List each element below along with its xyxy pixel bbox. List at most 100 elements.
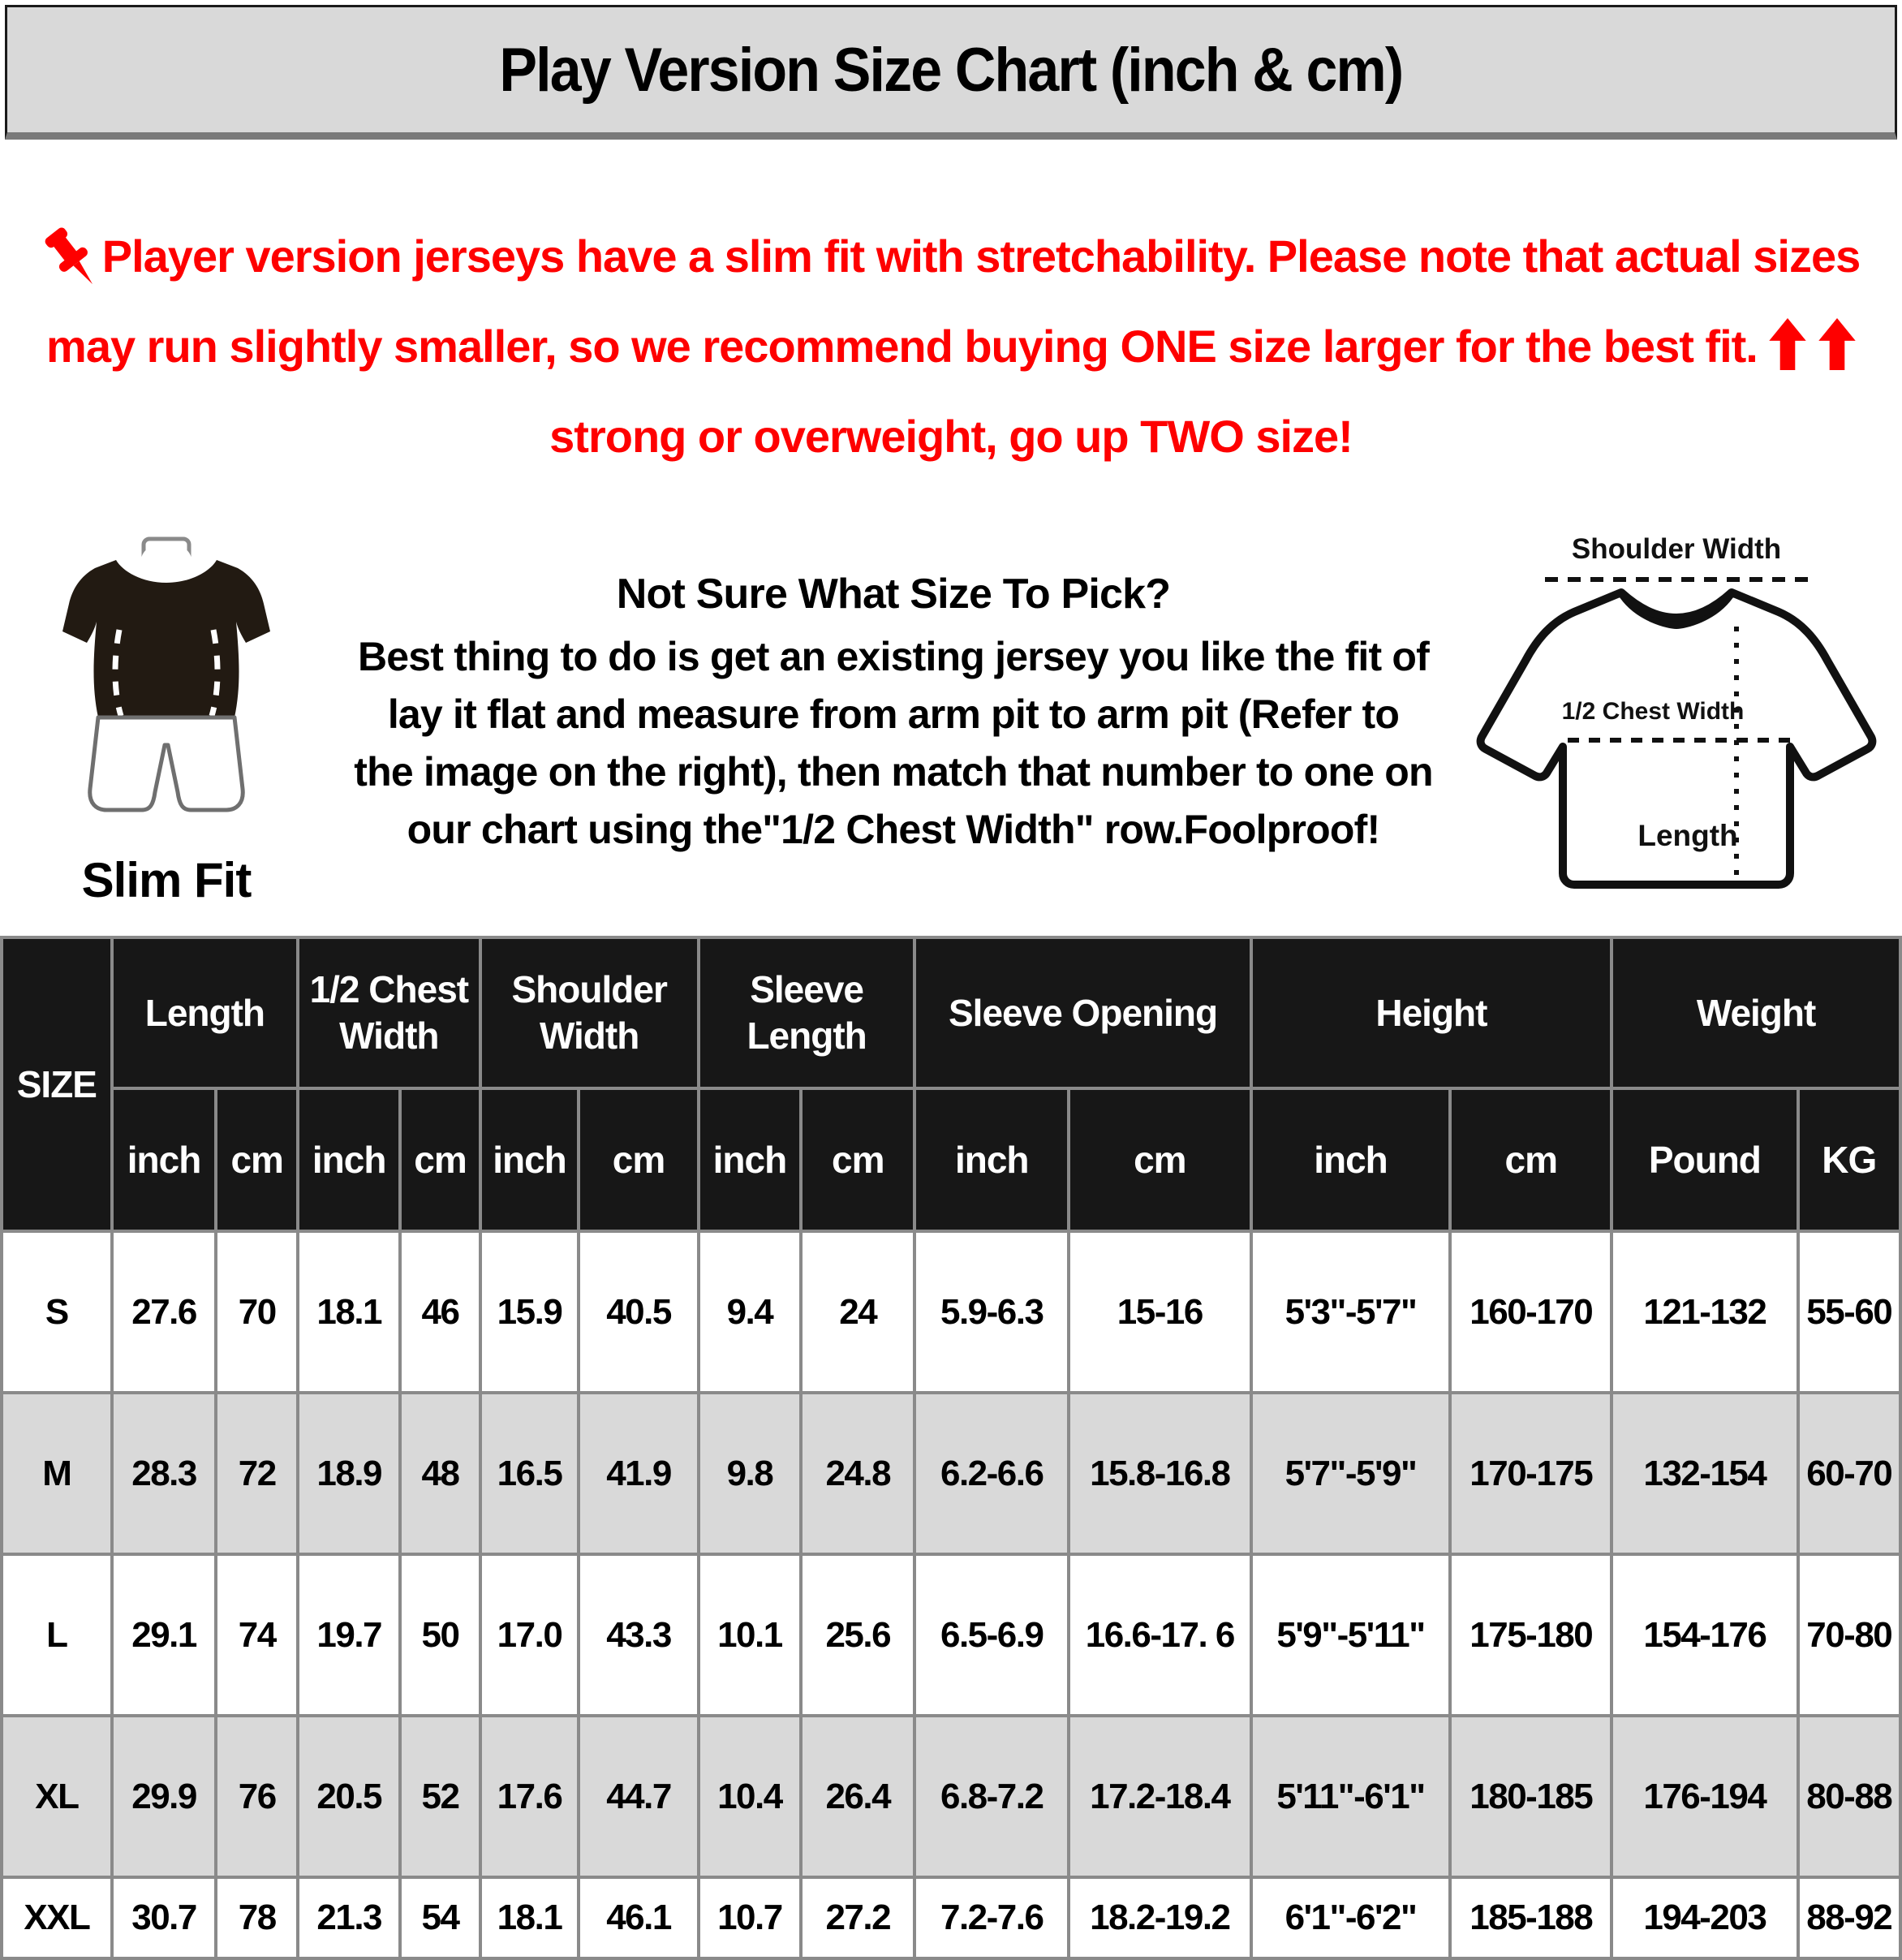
value-cell: 27.6 xyxy=(110,1230,218,1395)
value-cell: 5'11"-6'1" xyxy=(1249,1714,1452,1880)
value-cell: 46.1 xyxy=(577,1876,700,1960)
value-cell: 21.3 xyxy=(296,1876,402,1960)
size-table: SIZE Length 1/2 Chest Width Shoulder Wid… xyxy=(0,936,1902,1960)
value-cell: 72 xyxy=(214,1391,300,1557)
value-cell: 7.2-7.6 xyxy=(913,1876,1070,1960)
value-cell: 6.5-6.9 xyxy=(913,1553,1070,1718)
unit-header: inch xyxy=(110,1087,218,1234)
value-cell: 170-175 xyxy=(1448,1391,1614,1557)
group-header-shoulder-width: Shoulder Width xyxy=(478,936,700,1091)
value-cell: 44.7 xyxy=(577,1714,700,1880)
value-cell: 15.8-16.8 xyxy=(1067,1391,1253,1557)
value-cell: 43.3 xyxy=(577,1553,700,1718)
value-cell: 30.7 xyxy=(110,1876,218,1960)
advice-heading: Not Sure What Size To Pick? xyxy=(616,571,1171,618)
fit-warning-text-1: Player version jerseys have a slim fit w… xyxy=(46,230,1861,372)
up-arrow-icon xyxy=(1818,314,1856,396)
value-cell: 54 xyxy=(398,1876,482,1960)
size-table-body: S 27.6 70 18.1 46 15.9 40.5 9.4 24 5.9-6.3 15-16 5'… xyxy=(0,1230,1902,1960)
middle-section: Slim Fit Not Sure What Size To Pick? Bes… xyxy=(0,523,1902,908)
value-cell: 17.2-18.4 xyxy=(1067,1714,1253,1880)
value-cell: 29.9 xyxy=(110,1714,218,1880)
measure-diagram: Shoulder Width 1/2 Chest Width Length xyxy=(1454,523,1902,902)
value-cell: 25.6 xyxy=(799,1553,917,1718)
slim-fit-icon xyxy=(0,536,333,828)
value-cell: 5.9-6.3 xyxy=(913,1230,1070,1395)
table-row: XXL 30.7 78 21.3 54 18.1 46.1 10.7 27.2 7.2-7.6 18… xyxy=(0,1876,1902,1960)
unit-header: inch xyxy=(296,1087,402,1234)
up-arrow-icon xyxy=(1769,314,1807,396)
value-cell: 74 xyxy=(214,1553,300,1718)
value-cell: 16.6-17. 6 xyxy=(1067,1553,1253,1718)
slim-fit-figure: Slim Fit xyxy=(0,523,333,908)
value-cell: 29.1 xyxy=(110,1553,218,1718)
size-advice: Not Sure What Size To Pick? Best thing t… xyxy=(333,523,1454,859)
value-cell: 76 xyxy=(214,1714,300,1880)
group-header-length: Length xyxy=(110,936,300,1091)
value-cell: 50 xyxy=(398,1553,482,1718)
group-header-sleeve-length: Sleeve Length xyxy=(696,936,917,1091)
value-cell: 6'1"-6'2" xyxy=(1249,1876,1452,1960)
size-cell: XXL xyxy=(0,1876,114,1960)
fit-warning-note: Player version jerseys have a slim fit w… xyxy=(0,185,1902,477)
value-cell: 70 xyxy=(214,1230,300,1395)
group-header-height: Height xyxy=(1249,936,1614,1091)
value-cell: 154-176 xyxy=(1610,1553,1800,1718)
title-bar: Play Version Size Chart (inch & cm) xyxy=(5,5,1897,140)
value-cell: 194-203 xyxy=(1610,1876,1800,1960)
value-cell: 18.2-19.2 xyxy=(1067,1876,1253,1960)
value-cell: 10.1 xyxy=(696,1553,803,1718)
group-header-weight: Weight xyxy=(1610,936,1902,1091)
value-cell: 17.6 xyxy=(478,1714,581,1880)
unit-header: inch xyxy=(1249,1087,1452,1234)
value-cell: 78 xyxy=(214,1876,300,1960)
group-header-half-chest-width: 1/2 Chest Width xyxy=(296,936,482,1091)
size-cell: L xyxy=(0,1553,114,1718)
unit-header: inch xyxy=(913,1087,1070,1234)
value-cell: 40.5 xyxy=(577,1230,700,1395)
value-cell: 180-185 xyxy=(1448,1714,1614,1880)
value-cell: 6.2-6.6 xyxy=(913,1391,1070,1557)
value-cell: 24 xyxy=(799,1230,917,1395)
unit-header: cm xyxy=(799,1087,917,1234)
unit-header: cm xyxy=(398,1087,482,1234)
value-cell: 55-60 xyxy=(1796,1230,1902,1395)
value-cell: 15.9 xyxy=(478,1230,581,1395)
value-cell: 9.4 xyxy=(696,1230,803,1395)
table-unit-header-row: inch cm inch cm inch cm inch cm inch cm … xyxy=(2,1087,1902,1234)
value-cell: 60-70 xyxy=(1796,1391,1902,1557)
value-cell: 70-80 xyxy=(1796,1553,1902,1718)
value-cell: 48 xyxy=(398,1391,482,1557)
slim-fit-label: Slim Fit xyxy=(81,853,252,908)
size-cell: S xyxy=(0,1230,114,1395)
tshirt-diagram-icon: Shoulder Width 1/2 Chest Width Length xyxy=(1476,533,1877,890)
table-row: XL 29.9 76 20.5 52 17.6 44.7 10.4 26.4 6.8-7.2 17.… xyxy=(0,1714,1902,1880)
value-cell: 9.8 xyxy=(696,1391,803,1557)
value-cell: 28.3 xyxy=(110,1391,218,1557)
table-row: M 28.3 72 18.9 48 16.5 41.9 9.8 24.8 6.2-6.6 15.8-… xyxy=(0,1391,1902,1557)
diagram-length-label: Length xyxy=(1637,819,1737,852)
unit-header: cm xyxy=(214,1087,300,1234)
value-cell: 46 xyxy=(398,1230,482,1395)
pushpin-icon xyxy=(42,223,102,306)
diagram-chest-label: 1/2 Chest Width xyxy=(1562,698,1745,725)
value-cell: 24.8 xyxy=(799,1391,917,1557)
value-cell: 15-16 xyxy=(1067,1230,1253,1395)
value-cell: 18.1 xyxy=(296,1230,402,1395)
value-cell: 88-92 xyxy=(1796,1876,1902,1960)
unit-header: inch xyxy=(696,1087,803,1234)
value-cell: 10.4 xyxy=(696,1714,803,1880)
value-cell: 6.8-7.2 xyxy=(913,1714,1070,1880)
value-cell: 18.1 xyxy=(478,1876,581,1960)
value-cell: 160-170 xyxy=(1448,1230,1614,1395)
value-cell: 185-188 xyxy=(1448,1876,1614,1960)
value-cell: 19.7 xyxy=(296,1553,402,1718)
value-cell: 20.5 xyxy=(296,1714,402,1880)
value-cell: 17.0 xyxy=(478,1553,581,1718)
table-row: S 27.6 70 18.1 46 15.9 40.5 9.4 24 5.9-6.3 15-16 5'… xyxy=(0,1230,1902,1395)
size-cell: M xyxy=(0,1391,114,1557)
value-cell: 18.9 xyxy=(296,1391,402,1557)
size-column-header: SIZE xyxy=(0,936,114,1234)
advice-body: Best thing to do is get an existing jers… xyxy=(354,634,1433,853)
fit-warning-text-2: strong or overweight, go up TWO size! xyxy=(549,410,1353,462)
